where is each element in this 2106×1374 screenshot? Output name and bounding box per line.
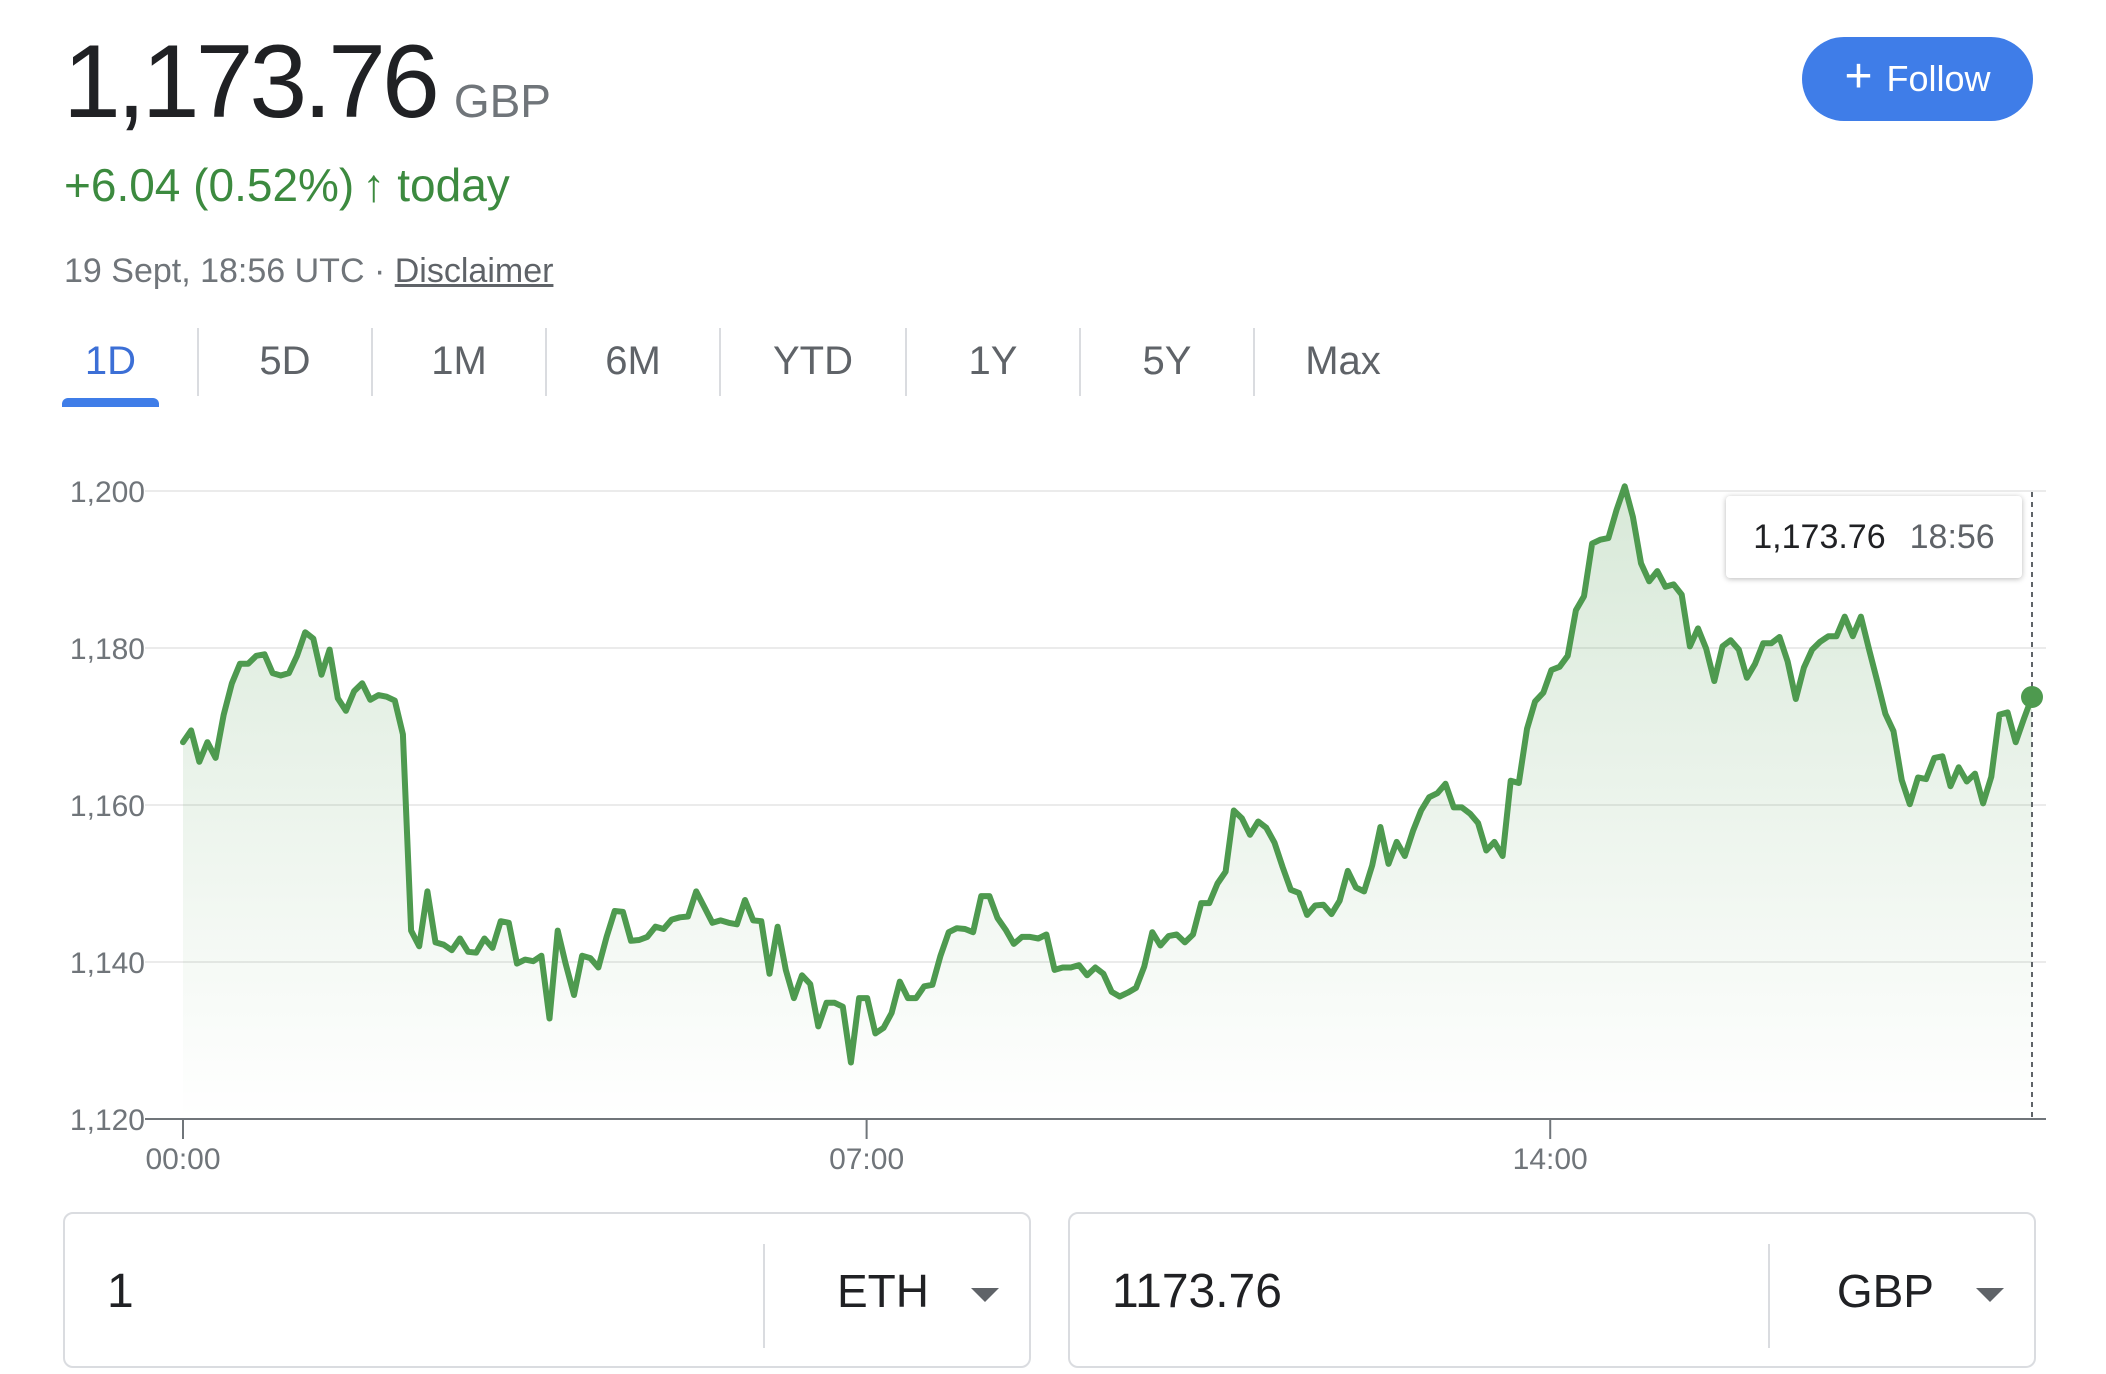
chart-price-line (180, 483, 2035, 1066)
tab-divider (905, 328, 907, 396)
chart-tooltip: 1,173.76 18:56 (1726, 496, 2022, 578)
change-value: +6.04 (0.52%) (64, 159, 355, 211)
converter-divider (1768, 1244, 1770, 1348)
change-period: today (397, 159, 510, 211)
x-tick-label: 07:00 (829, 1143, 904, 1176)
y-tick-label: 1,160 (70, 790, 145, 823)
x-tick-label: 00:00 (145, 1143, 220, 1176)
tooltip-time: 18:56 (1909, 517, 1995, 556)
meta-separator: · (373, 252, 386, 290)
follow-button[interactable]: + Follow (1802, 37, 2033, 121)
plus-icon: + (1844, 50, 1873, 103)
timestamp: 19 Sept, 18:56 UTC (64, 252, 365, 290)
price-currency: GBP (453, 75, 551, 127)
converter-to: 1173.76 GBP (1068, 1212, 2036, 1368)
price-change: +6.04 (0.52%) ↑ today (64, 158, 510, 212)
follow-label: Follow (1886, 58, 1991, 99)
tab-6m[interactable]: 6M (605, 338, 661, 383)
price-header: 1,173.76 GBP (63, 30, 551, 134)
x-tick-label: 14:00 (1513, 1143, 1588, 1176)
from-currency-select[interactable]: ETH (837, 1265, 929, 1317)
y-tick-label: 1,140 (70, 947, 145, 980)
converter-from: 1 ETH (63, 1212, 1031, 1368)
tooltip-value: 1,173.76 (1753, 517, 1886, 556)
chart-area-fill (183, 486, 2032, 1119)
tab-5d[interactable]: 5D (259, 338, 311, 383)
to-amount-input[interactable]: 1173.76 (1112, 1265, 1282, 1318)
tab-divider (371, 328, 373, 396)
tab-divider (1079, 328, 1081, 396)
from-amount-input[interactable]: 1 (107, 1265, 134, 1318)
chevron-down-icon[interactable] (971, 1288, 999, 1302)
tab-1y[interactable]: 1Y (968, 338, 1018, 383)
chevron-down-icon[interactable] (1976, 1288, 2004, 1302)
to-currency-select[interactable]: GBP (1836, 1265, 1934, 1317)
active-tab-indicator (62, 398, 159, 407)
y-tick-label: 1,180 (70, 633, 145, 666)
disclaimer-link[interactable]: Disclaimer (394, 252, 554, 290)
converter-divider (763, 1244, 765, 1348)
tab-5y[interactable]: 5Y (1142, 338, 1192, 383)
tab-divider (545, 328, 547, 396)
tab-divider (719, 328, 721, 396)
y-tick-label: 1,200 (70, 476, 145, 509)
tab-1d[interactable]: 1D (84, 338, 137, 383)
price-chart[interactable]: 1,120 1,140 1,160 1,180 1,200 00:00 07:00 14:00 (0, 440, 2106, 1200)
current-price-dot (2021, 685, 2043, 708)
tab-1m[interactable]: 1M (431, 338, 487, 383)
tab-divider (197, 328, 199, 396)
arrow-up-icon: ↑ (362, 159, 386, 211)
tab-divider (1253, 328, 1255, 396)
current-price: 1,173.76 (63, 24, 440, 140)
tab-ytd[interactable]: YTD (773, 338, 853, 383)
price-meta: 19 Sept, 18:56 UTC · Disclaimer (64, 252, 553, 291)
y-tick-label: 1,120 (70, 1104, 145, 1137)
tab-max[interactable]: Max (1305, 338, 1381, 383)
